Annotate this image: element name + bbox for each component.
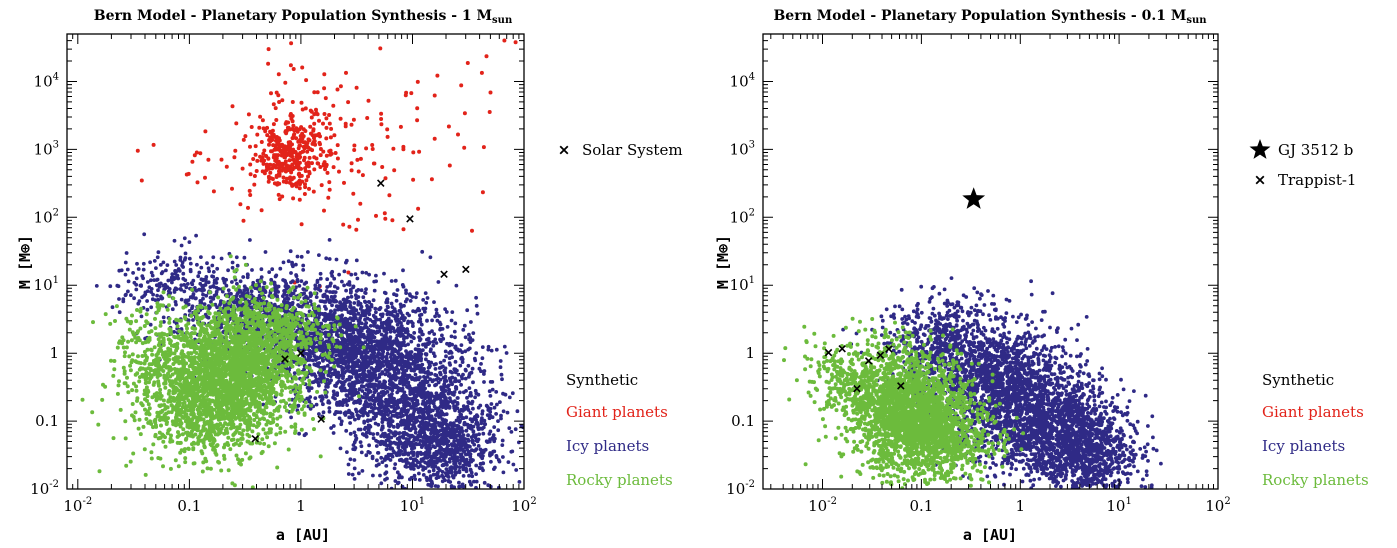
marker-neptune: [463, 266, 469, 272]
y-tick-label: 101: [34, 275, 59, 294]
legend-cross-icon: [1256, 176, 1264, 184]
x-tick-label: 10-2: [63, 496, 92, 515]
marker-legend-label: GJ 3512 b: [1278, 141, 1353, 159]
y-tick-label: 1: [49, 344, 59, 362]
marker-uranus: [441, 271, 447, 277]
x-tick-label: 1: [1015, 497, 1025, 515]
y-axis-label: M [M⊕]: [16, 235, 34, 289]
x-tick-label: 102: [1205, 496, 1230, 515]
legend-star-icon: [1250, 139, 1271, 159]
x-axis-label: a [AU]: [276, 526, 330, 544]
y-tick-label: 104: [34, 71, 59, 90]
x-tick-label: 102: [511, 496, 536, 515]
series-legend: Synthetic Giant planets Icy planets Rock…: [1262, 371, 1369, 489]
y-axis-label: M [M⊕]: [714, 235, 732, 289]
y-tick-label: 104: [730, 71, 755, 90]
marker-gj-3512-b: [962, 187, 985, 209]
x-tick-label: 101: [1106, 496, 1131, 515]
legend-heading: Synthetic: [1262, 371, 1334, 389]
chart-title: Bern Model - Planetary Population Synthe…: [94, 8, 513, 26]
series-points-giant: [136, 39, 518, 289]
x-tick-label: 1: [296, 497, 306, 515]
y-tick-label: 0.1: [731, 412, 755, 430]
x-axis-label: a [AU]: [963, 526, 1017, 544]
y-tick-label: 102: [34, 207, 59, 226]
chart-title: Bern Model - Planetary Population Synthe…: [773, 8, 1207, 26]
legend-giant-planets: Giant planets: [1262, 403, 1364, 421]
chart-tenth-solar-mass: Bern Model - Planetary Population Synthe…: [714, 8, 1369, 544]
y-tick-label: 0.1: [35, 412, 59, 430]
y-tick-label: 10-2: [30, 479, 59, 498]
scatter-points: [81, 39, 526, 491]
legend-heading: Synthetic: [566, 371, 638, 389]
legend-icy-planets: Icy planets: [566, 437, 649, 455]
marker-legend: Solar System: [560, 141, 682, 159]
y-tick-label: 1: [745, 344, 755, 362]
legend-icy-planets: Icy planets: [1262, 437, 1345, 455]
marker-saturn: [407, 216, 413, 222]
y-tick-label: 103: [34, 139, 59, 158]
legend-cross-icon: [560, 146, 568, 154]
legend-rocky-planets: Rocky planets: [566, 471, 673, 489]
scatter-points: [782, 187, 1163, 490]
x-tick-label: 10-2: [808, 496, 837, 515]
y-tick-label: 10-2: [726, 479, 755, 498]
marker-legend-label: Trappist-1: [1278, 171, 1356, 189]
y-tick-label: 101: [730, 275, 755, 294]
x-tick-label: 101: [400, 496, 425, 515]
y-tick-label: 102: [730, 207, 755, 226]
legend-rocky-planets: Rocky planets: [1262, 471, 1369, 489]
x-tick-label: 0.1: [909, 497, 933, 515]
series-giant: [136, 39, 518, 289]
legend-giant-planets: Giant planets: [566, 403, 668, 421]
marker-legend-label: Solar System: [582, 141, 683, 159]
marker-legend: GJ 3512 b Trappist-1: [1250, 139, 1357, 189]
chart-solar-mass: Bern Model - Planetary Population Synthe…: [16, 8, 683, 544]
y-tick-label: 103: [730, 139, 755, 158]
x-tick-label: 0.1: [177, 497, 201, 515]
marker-jupiter: [378, 180, 384, 186]
series-legend: Synthetic Giant planets Icy planets Rock…: [566, 371, 673, 489]
